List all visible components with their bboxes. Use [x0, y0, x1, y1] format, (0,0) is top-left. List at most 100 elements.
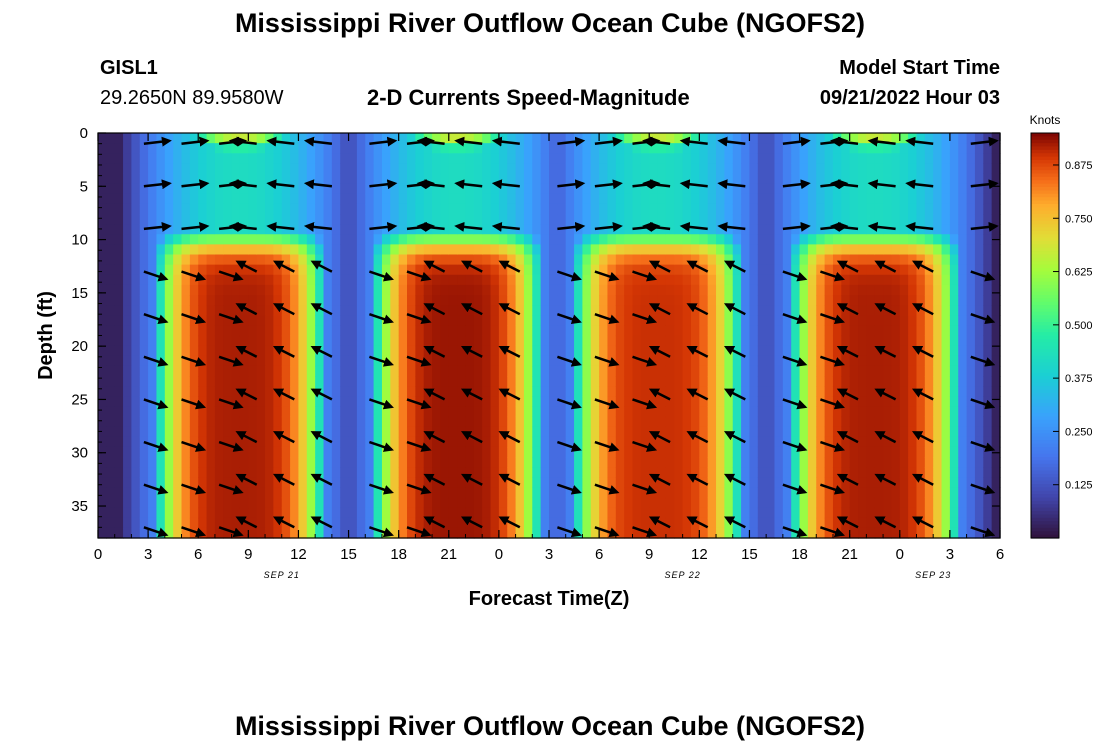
heatmap-cell — [465, 365, 475, 377]
heatmap-cell — [248, 305, 258, 316]
current-arrow — [454, 136, 483, 147]
heatmap-cell — [131, 365, 141, 377]
colorbar-swatch — [1031, 254, 1059, 259]
heatmap-cell — [774, 193, 784, 205]
heatmap-cell — [615, 295, 625, 306]
heatmap-cell — [549, 436, 558, 448]
heatmap-cell — [657, 457, 667, 468]
heatmap-cell — [223, 295, 233, 306]
heatmap-cell — [690, 365, 700, 377]
heatmap-cell — [398, 467, 408, 478]
heatmap-cell — [189, 163, 199, 175]
heatmap-cell — [540, 264, 550, 276]
heatmap-cell — [507, 396, 517, 407]
heatmap-cell — [949, 497, 959, 509]
heatmap-cell — [933, 315, 943, 326]
heatmap-cell — [106, 487, 116, 499]
heatmap-cell — [281, 133, 291, 144]
heatmap-cell — [173, 305, 183, 316]
heatmap-cell — [674, 173, 684, 185]
heatmap-cell — [699, 396, 709, 407]
heatmap-cell — [181, 345, 191, 357]
heatmap-cell — [757, 396, 767, 407]
heatmap-cell — [148, 436, 158, 448]
heatmap-cell — [532, 507, 542, 519]
heatmap-cell — [432, 295, 442, 306]
heatmap-cell — [457, 355, 467, 367]
heatmap-cell — [791, 487, 801, 499]
heatmap-cell — [791, 214, 801, 225]
heatmap-cell — [148, 173, 158, 185]
colorbar-swatch — [1031, 224, 1059, 229]
current-arrow — [686, 260, 709, 273]
heatmap-cell — [549, 527, 558, 539]
heatmap-cell — [490, 315, 500, 326]
heatmap-cell — [782, 203, 792, 215]
heatmap-cell — [665, 426, 675, 438]
heatmap-cell — [106, 497, 116, 509]
heatmap-cell — [440, 284, 450, 296]
heatmap-cell — [849, 467, 859, 478]
current-arrow — [218, 483, 244, 495]
heatmap-cell — [974, 133, 984, 144]
heatmap-cell — [782, 183, 792, 195]
heatmap-cell — [398, 527, 408, 539]
heatmap-cell — [716, 315, 725, 326]
heatmap-cell — [106, 416, 116, 428]
colorbar-tick-label: 0.750 — [1065, 213, 1093, 225]
heatmap-cell — [574, 163, 584, 175]
heatmap-cell — [916, 365, 926, 377]
colorbar-swatch — [1031, 207, 1059, 212]
heatmap-cell — [281, 406, 291, 418]
heatmap-cell — [340, 376, 350, 387]
heatmap-cell — [966, 295, 976, 306]
heatmap-cell — [841, 467, 851, 478]
colorbar-swatch — [1031, 149, 1059, 154]
heatmap-cell — [114, 305, 124, 316]
heatmap-cell — [173, 295, 183, 306]
heatmap-cell — [123, 406, 133, 418]
heatmap-cell — [924, 254, 934, 266]
heatmap-cell — [574, 457, 584, 468]
heatmap-cell — [540, 507, 550, 519]
heatmap-cell — [858, 376, 867, 387]
heatmap-cell — [807, 426, 817, 438]
heatmap-cell — [315, 183, 325, 195]
heatmap-cell — [574, 446, 584, 458]
heatmap-cell — [156, 507, 166, 519]
heatmap-cell — [281, 315, 291, 326]
y-tick-label: 30 — [71, 445, 88, 462]
heatmap-cell — [565, 477, 575, 488]
heatmap-cell — [866, 335, 876, 347]
heatmap-cell — [515, 153, 525, 164]
heatmap-cell — [381, 426, 391, 438]
heatmap-cell — [657, 244, 667, 256]
current-arrow — [218, 526, 244, 538]
heatmap-cell — [899, 457, 909, 468]
heatmap-cell — [924, 457, 934, 468]
heatmap-cell — [958, 244, 968, 256]
heatmap-cell — [365, 153, 375, 164]
heatmap-cell — [490, 365, 500, 377]
heatmap-cell — [407, 254, 416, 266]
heatmap-cell — [615, 234, 625, 245]
heatmap-cell — [741, 406, 751, 418]
heatmap-cell — [916, 234, 926, 245]
heatmap-cell — [716, 214, 725, 225]
heatmap-cell — [640, 457, 650, 468]
heatmap-cell — [390, 487, 400, 499]
heatmap-cell — [206, 396, 216, 407]
heatmap-cell — [749, 203, 759, 215]
heatmap-cell — [899, 254, 909, 266]
heatmap-cell — [315, 457, 325, 468]
heatmap-cell — [849, 376, 859, 387]
heatmap-cell — [741, 183, 751, 195]
heatmap-cell — [565, 234, 575, 245]
heatmap-cell — [465, 254, 475, 266]
current-arrows — [143, 136, 999, 538]
colorbar-swatch — [1031, 278, 1059, 283]
heatmap-cell — [832, 244, 842, 256]
heatmap-cell — [832, 335, 842, 347]
heatmap-cell — [273, 325, 283, 337]
heatmap-cell — [757, 527, 767, 539]
